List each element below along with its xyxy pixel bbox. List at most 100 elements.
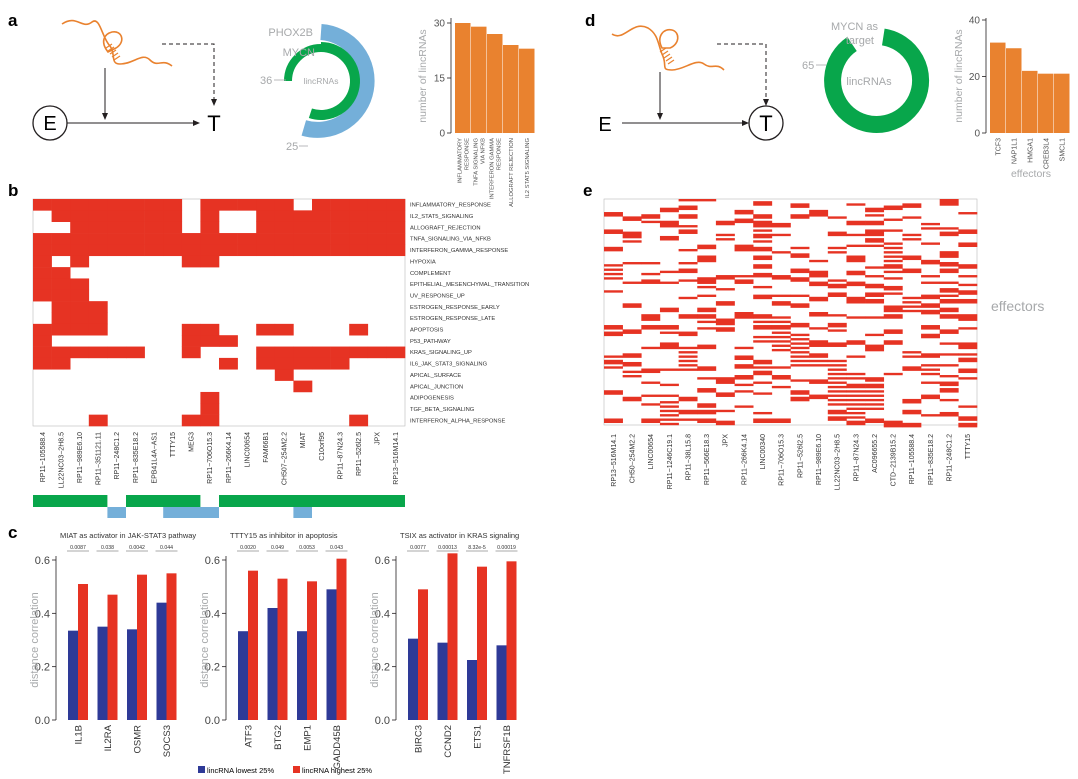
heatmap-cell	[33, 346, 52, 359]
heatmap-cell	[107, 346, 127, 359]
bar-high	[418, 589, 428, 720]
bar	[990, 42, 1006, 133]
heatmap-cell	[902, 355, 922, 358]
heatmap-cell	[219, 244, 238, 257]
heatmap-cell	[70, 210, 90, 222]
heatmap-cell	[70, 278, 90, 291]
heatmap-cell	[921, 303, 940, 308]
heatmap-cell	[312, 221, 331, 234]
heatmap-cell	[753, 285, 773, 289]
heatmap-cell	[678, 268, 698, 274]
heatmap-cell	[641, 394, 661, 397]
heatmap-cell	[939, 251, 959, 258]
bar-low	[297, 631, 307, 720]
heatmap-cell	[678, 229, 698, 234]
column-label: RP11−706O15.3	[207, 432, 214, 484]
legend: lincRNA lowest 25% lincRNA highest 25%	[198, 766, 372, 775]
panel-label-b: b	[8, 181, 18, 200]
heatmap-cell	[51, 289, 71, 302]
heatmap-cell	[734, 244, 754, 252]
heatmap-cell	[846, 220, 866, 226]
column-label: RP11−248C1.2	[947, 434, 954, 482]
row-label: TGF_BETA_SIGNALING	[410, 407, 475, 413]
heatmap-cell	[865, 266, 885, 269]
heatmap-cell	[274, 369, 294, 381]
heatmap-cell	[622, 262, 642, 265]
heatmap-cell	[790, 351, 810, 354]
heatmap-cell	[883, 255, 903, 258]
x-tick-label: ATF3	[244, 725, 255, 748]
y-tick-label: 40	[969, 16, 981, 27]
panel-label-e: e	[583, 181, 592, 200]
heatmap-cell	[865, 390, 885, 393]
heatmap-cell	[883, 246, 903, 250]
heatmap-cell	[734, 355, 754, 361]
heatmap-cell	[70, 221, 90, 234]
row-label: KRAS_SIGNALING_UP	[410, 350, 472, 356]
column-label: LINC00654	[244, 432, 251, 468]
heatmap-cell	[715, 318, 735, 326]
heatmap-cell	[678, 296, 698, 300]
heatmap-cell	[604, 418, 623, 424]
heatmap-cell	[659, 368, 679, 371]
column-label: MEG3	[189, 432, 196, 452]
arrowhead-icon	[657, 113, 663, 120]
heatmap-cell	[697, 366, 717, 371]
heatmap-cell	[902, 422, 922, 428]
heatmap-cell	[865, 407, 885, 410]
heatmap-cell	[921, 294, 940, 300]
heatmap-cell	[939, 288, 959, 293]
heatmap-cell	[902, 216, 922, 219]
heatmap-cell	[734, 279, 754, 284]
heatmap-cell	[846, 416, 866, 419]
arrowhead-icon	[193, 120, 200, 126]
heatmap-cell	[827, 394, 847, 397]
heatmap-cell	[51, 210, 71, 222]
heatmap-cell	[622, 281, 642, 284]
heatmap-cell	[921, 222, 940, 226]
heatmap-cell	[865, 316, 885, 319]
heatmap-cell	[846, 420, 866, 426]
heatmap-cell	[678, 409, 698, 415]
heatmap-cell	[921, 414, 940, 417]
y-tick-label: 0.2	[35, 662, 50, 674]
y-axis-label: distance correlation	[199, 592, 211, 687]
x-tick-label: BIRC3	[414, 725, 425, 753]
heatmap-cell	[939, 353, 959, 356]
bar-low	[97, 626, 108, 720]
heatmap-cell	[846, 255, 866, 263]
column-label: RP11−266K4.14	[741, 434, 748, 485]
heatmap-cell	[939, 307, 959, 313]
heatmap-cell	[846, 355, 866, 358]
heatmap-cell	[902, 305, 922, 308]
heatmap-cell	[865, 418, 885, 424]
heatmap-cell	[865, 383, 885, 389]
heatmap-cell	[939, 375, 959, 378]
legend-swatch-high	[293, 766, 300, 773]
heatmap-cell	[641, 403, 661, 406]
heatmap-cell	[958, 275, 978, 278]
legend-label-low: lincRNA lowest 25%	[207, 766, 274, 775]
heatmap-cell	[33, 289, 52, 302]
heatmap-cell	[771, 340, 791, 343]
heatmap-cell	[771, 316, 791, 319]
rna-hairpin-icon-d	[611, 25, 725, 71]
distance-correlation-charts: MIAT as activator in JAK-STAT3 pathway 0.…	[35, 531, 520, 774]
heatmap-cell	[809, 359, 829, 363]
bar-low	[326, 589, 337, 720]
heatmap-cell	[790, 277, 810, 282]
y-tick-label: 20	[969, 72, 981, 83]
heatmap-cell	[865, 398, 885, 402]
heatmap-cell	[958, 353, 978, 356]
heatmap-cell	[715, 409, 735, 413]
heatmap-cell	[809, 281, 829, 287]
heatmap-cell	[939, 294, 959, 297]
heatmap-cell	[827, 216, 847, 219]
bar-high	[336, 558, 347, 720]
heatmap-cell	[771, 251, 791, 254]
heatmap-cell	[846, 270, 866, 276]
heatmap-cell	[349, 199, 369, 211]
heatmap-cell	[126, 346, 145, 359]
heatmap-cell	[921, 281, 940, 284]
heatmap-cell	[386, 221, 406, 234]
